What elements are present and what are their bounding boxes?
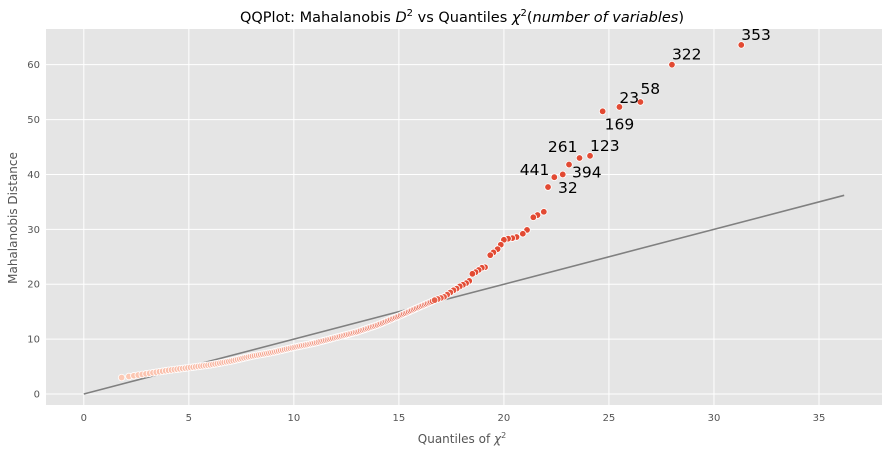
data-point: [559, 170, 567, 179]
data-points: [117, 41, 745, 382]
outlier-label: 32: [558, 179, 578, 197]
data-point: [117, 373, 126, 382]
outlier-label: 58: [640, 80, 660, 98]
x-tick-label: 20: [498, 413, 511, 424]
outlier-label: 169: [605, 115, 635, 133]
data-point: [575, 154, 584, 162]
data-point: [529, 213, 538, 221]
data-point: [430, 296, 439, 304]
data-point: [636, 98, 645, 106]
x-tick-label: 10: [287, 413, 300, 424]
chart-title: QQPlot: Mahalanobis D2 vs Quantiles χ2(n…: [240, 8, 684, 26]
y-axis-label: Mahalanobis Distance: [6, 152, 20, 284]
data-point: [586, 152, 594, 160]
y-tick-labels: 0 10 20 30 40 50 60: [27, 60, 40, 400]
data-point: [550, 173, 559, 181]
data-point: [615, 103, 624, 111]
y-tick-label: 60: [27, 60, 40, 71]
y-tick-label: 40: [27, 170, 40, 181]
data-point: [598, 107, 607, 116]
data-point: [668, 60, 676, 69]
x-tick-label: 30: [708, 413, 721, 424]
y-tick-label: 50: [27, 115, 40, 126]
x-tick-label: 25: [603, 413, 616, 424]
data-point: [519, 230, 527, 238]
outlier-label: 123: [590, 137, 620, 155]
plot-background: [46, 29, 882, 405]
data-point: [565, 160, 573, 169]
x-tick-label: 35: [813, 413, 826, 424]
grid-lines: [46, 29, 882, 405]
outlier-label: 353: [741, 26, 771, 44]
outlier-label: 394: [572, 164, 602, 182]
data-point: [468, 270, 477, 278]
data-point: [540, 208, 548, 216]
outlier-label: 23: [619, 89, 639, 107]
x-tick-label: 0: [81, 413, 87, 424]
outlier-label: 441: [520, 161, 550, 179]
data-point: [737, 41, 745, 49]
x-tick-label: 15: [393, 413, 406, 424]
y-tick-label: 30: [27, 225, 40, 236]
reference-line: [83, 194, 845, 395]
outlier-label: 322: [672, 46, 702, 64]
y-tick-label: 20: [27, 280, 40, 291]
y-tick-label: 10: [27, 335, 40, 346]
x-axis-label: Quantiles of χ2: [418, 431, 506, 446]
data-point: [544, 183, 552, 191]
y-tick-label: 0: [34, 390, 40, 401]
outlier-label: 261: [548, 138, 578, 156]
x-tick-label: 5: [186, 413, 192, 424]
data-point: [486, 251, 494, 259]
x-tick-labels: 0 5 10 15 20 25 30 35: [81, 413, 826, 424]
